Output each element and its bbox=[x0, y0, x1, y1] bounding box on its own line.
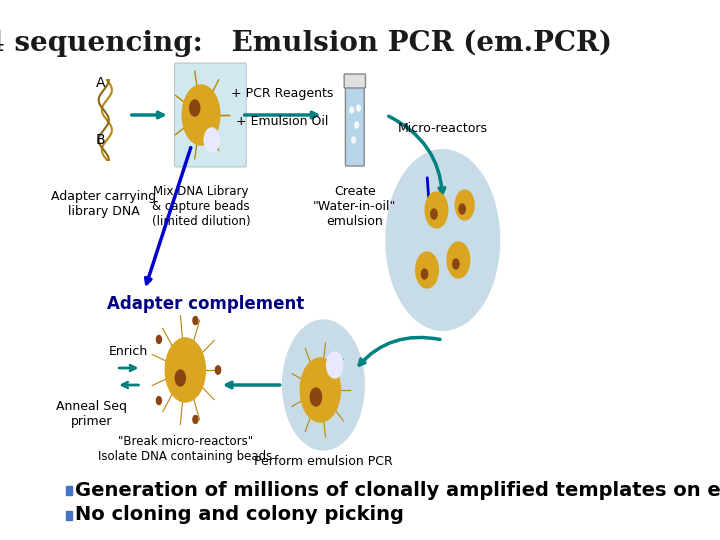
Circle shape bbox=[283, 320, 364, 450]
Text: + PCR Reagents: + PCR Reagents bbox=[231, 87, 334, 100]
Text: Micro-reactors: Micro-reactors bbox=[397, 122, 487, 135]
Text: Generation of millions of clonally amplified templates on each bead: Generation of millions of clonally ampli… bbox=[76, 481, 720, 500]
Circle shape bbox=[300, 358, 341, 422]
FancyBboxPatch shape bbox=[175, 63, 246, 167]
Circle shape bbox=[355, 122, 359, 128]
Bar bbox=[66, 486, 72, 495]
Text: 454 sequencing:   Emulsion PCR (em.PCR): 454 sequencing: Emulsion PCR (em.PCR) bbox=[0, 30, 612, 57]
Circle shape bbox=[175, 370, 185, 386]
FancyBboxPatch shape bbox=[346, 84, 364, 166]
Text: "Break micro-reactors"
Isolate DNA containing beads: "Break micro-reactors" Isolate DNA conta… bbox=[98, 435, 272, 463]
Circle shape bbox=[193, 415, 198, 423]
Circle shape bbox=[356, 105, 361, 111]
Text: No cloning and colony picking: No cloning and colony picking bbox=[76, 505, 405, 524]
Circle shape bbox=[166, 338, 205, 402]
Circle shape bbox=[215, 366, 220, 374]
Circle shape bbox=[431, 209, 437, 219]
Bar bbox=[66, 511, 72, 520]
Circle shape bbox=[310, 388, 322, 406]
Circle shape bbox=[351, 137, 356, 143]
Text: Perform emulsion PCR: Perform emulsion PCR bbox=[254, 455, 393, 468]
Circle shape bbox=[350, 107, 354, 113]
Text: Create
"Water-in-oil"
emulsion: Create "Water-in-oil" emulsion bbox=[313, 185, 397, 228]
Circle shape bbox=[182, 85, 220, 145]
Circle shape bbox=[386, 150, 499, 330]
Circle shape bbox=[447, 242, 469, 278]
Circle shape bbox=[327, 352, 343, 378]
Circle shape bbox=[193, 316, 198, 325]
Circle shape bbox=[415, 252, 438, 288]
Text: B: B bbox=[96, 133, 105, 147]
Circle shape bbox=[204, 128, 219, 152]
Circle shape bbox=[425, 192, 448, 228]
Text: Adapter complement: Adapter complement bbox=[107, 295, 304, 313]
Circle shape bbox=[455, 190, 474, 220]
Circle shape bbox=[421, 269, 428, 279]
Circle shape bbox=[459, 204, 465, 214]
Text: Enrich: Enrich bbox=[109, 345, 148, 358]
Circle shape bbox=[156, 396, 161, 404]
Text: A: A bbox=[96, 76, 105, 90]
Text: Anneal Seq
primer: Anneal Seq primer bbox=[55, 400, 127, 428]
Text: Adapter carrying
library DNA: Adapter carrying library DNA bbox=[51, 190, 156, 218]
Circle shape bbox=[156, 335, 161, 343]
Circle shape bbox=[190, 100, 199, 116]
Circle shape bbox=[453, 259, 459, 269]
FancyBboxPatch shape bbox=[344, 74, 366, 88]
Text: + Emulsion Oil: + Emulsion Oil bbox=[236, 115, 329, 128]
Text: Mix DNA Library
& capture beads
(limited dilution): Mix DNA Library & capture beads (limited… bbox=[152, 185, 251, 228]
Circle shape bbox=[215, 366, 220, 374]
